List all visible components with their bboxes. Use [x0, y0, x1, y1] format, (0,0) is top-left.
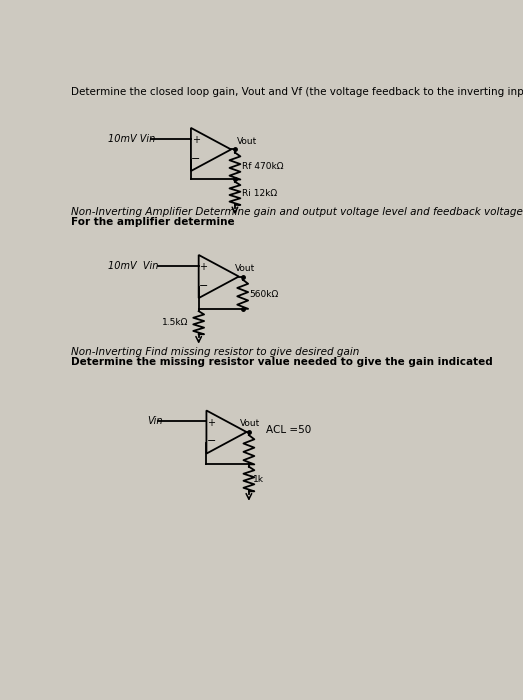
Text: Vout: Vout: [240, 419, 260, 428]
Text: Non-Inverting Amplifier Determine gain and output voltage level and feedback vol: Non-Inverting Amplifier Determine gain a…: [71, 207, 522, 217]
Text: Determine the closed loop gain, Vout and Vf (the voltage feedback to the inverti: Determine the closed loop gain, Vout and…: [71, 87, 523, 97]
Text: −: −: [199, 281, 208, 290]
Text: 10mV  Vin: 10mV Vin: [108, 260, 158, 271]
Text: +: +: [191, 135, 200, 146]
Text: 10mV Vin: 10mV Vin: [108, 134, 155, 143]
Text: Non-Inverting Find missing resistor to give desired gain: Non-Inverting Find missing resistor to g…: [71, 347, 359, 357]
Text: −: −: [207, 436, 216, 446]
Text: Vout: Vout: [236, 137, 257, 146]
Text: +: +: [199, 262, 207, 272]
Text: Determine the missing resistor value needed to give the gain indicated: Determine the missing resistor value nee…: [71, 357, 493, 368]
Text: Ri 12kΩ: Ri 12kΩ: [242, 189, 277, 198]
Text: ACL =50: ACL =50: [266, 425, 311, 435]
Text: 1.5kΩ: 1.5kΩ: [162, 318, 188, 327]
Text: Rf 470kΩ: Rf 470kΩ: [242, 162, 283, 171]
Text: 560kΩ: 560kΩ: [249, 290, 278, 299]
Text: −: −: [191, 153, 200, 164]
Text: 1k: 1k: [253, 475, 264, 484]
Text: Vin: Vin: [147, 416, 162, 426]
Text: +: +: [207, 418, 215, 428]
Text: For the amplifier determine: For the amplifier determine: [71, 217, 234, 228]
Text: Vout: Vout: [235, 264, 255, 272]
